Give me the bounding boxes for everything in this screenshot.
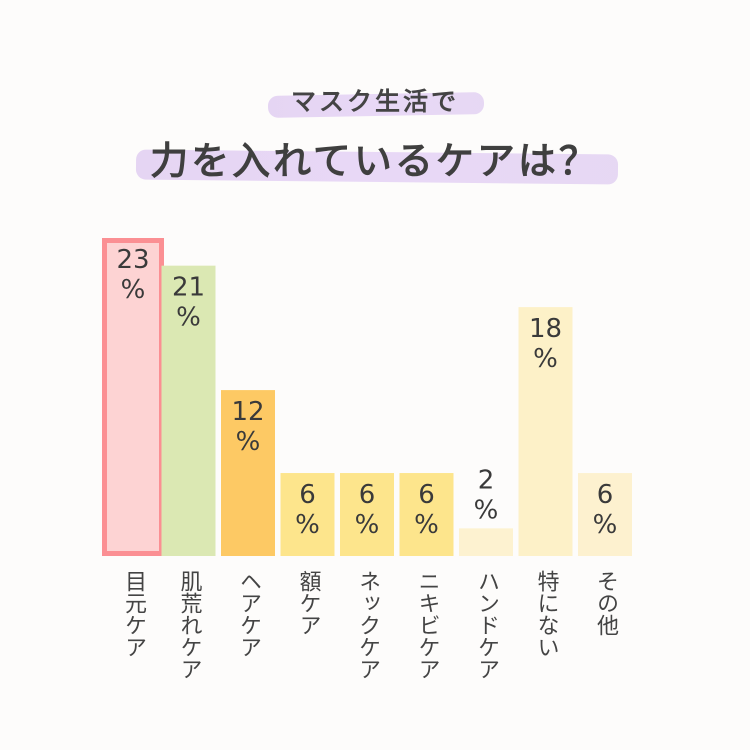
bar-8 — [518, 307, 573, 556]
bar-7 — [459, 528, 513, 556]
data-label-value-8: 18 — [529, 314, 562, 344]
category-label-9: その他 — [593, 570, 618, 636]
bar-4 — [280, 473, 335, 556]
category-label-5: ネックケア — [355, 570, 380, 680]
data-label-unit-2: % — [176, 303, 201, 333]
data-label-unit-5: % — [355, 510, 380, 540]
data-label-value-1: 23 — [116, 245, 149, 275]
data-label-value-2: 21 — [172, 273, 205, 303]
chart-title: 力を入れているケアは？ — [150, 139, 600, 183]
title-area: マスク生活で 力を入れているケアは？ — [0, 0, 750, 200]
bar-2 — [161, 265, 216, 556]
category-label-4: 額ケア — [295, 570, 321, 636]
chart-subtitle: マスク生活で — [290, 87, 459, 116]
data-label-value-7: 2 — [478, 465, 495, 495]
data-label-value-4: 6 — [299, 480, 316, 510]
category-label-7: ハンドケア — [474, 570, 499, 680]
data-label-unit-4: % — [295, 510, 320, 540]
data-label-value-6: 6 — [418, 480, 435, 510]
bar-6 — [399, 473, 454, 556]
bar-3 — [221, 390, 275, 556]
category-label-2: 肌荒れケア — [176, 570, 202, 680]
bar-5 — [340, 473, 394, 556]
data-label-unit-1: % — [121, 275, 146, 305]
data-label-unit-6: % — [414, 510, 439, 540]
data-label-unit-3: % — [236, 427, 261, 457]
bar-9 — [578, 473, 632, 556]
data-label-unit-7: % — [474, 495, 499, 525]
data-label-value-3: 12 — [231, 397, 264, 427]
data-label-unit-8: % — [533, 344, 558, 374]
category-label-1: 目元ケア — [121, 570, 146, 658]
category-label-6: ニキビケア — [414, 570, 440, 680]
category-label-3: ヘアケア — [236, 570, 261, 658]
category-label-8: 特にない — [533, 570, 559, 658]
bar-1 — [102, 238, 164, 556]
data-label-value-9: 6 — [597, 480, 614, 510]
data-label-unit-9: % — [593, 510, 618, 540]
data-label-value-5: 6 — [359, 480, 376, 510]
